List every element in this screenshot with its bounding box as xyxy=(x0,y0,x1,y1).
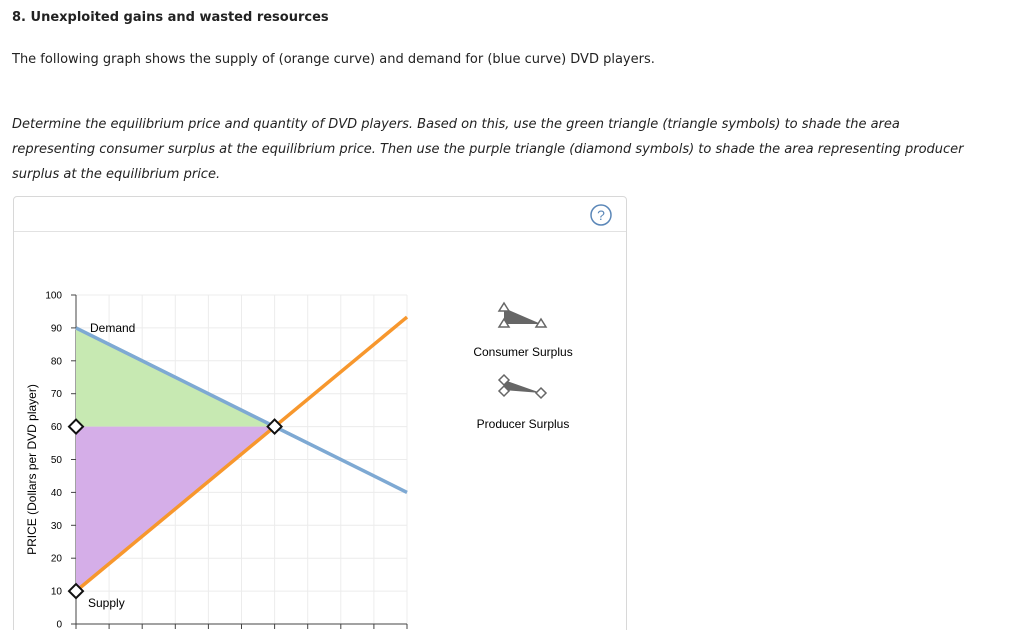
supply-demand-curve xyxy=(74,315,409,593)
tool-marker xyxy=(497,301,511,312)
y-tick-label: 100 xyxy=(45,291,62,302)
tool-label: Producer Surplus xyxy=(477,417,570,431)
surplus-vertex xyxy=(67,582,85,600)
question-title: 8. Unexploited gains and wasted resource… xyxy=(12,10,329,25)
surplus-vertex xyxy=(67,418,85,436)
intro-text: The following graph shows the supply of … xyxy=(12,52,655,67)
y-tick-label: 80 xyxy=(51,356,63,367)
tool-marker xyxy=(534,386,548,400)
y-tick-label: 90 xyxy=(51,323,63,334)
y-tick-label: 10 xyxy=(51,587,63,598)
y-axis-label: PRICE (Dollars per DVD player) xyxy=(25,384,39,555)
tool-marker xyxy=(497,317,511,328)
y-tick-label: 50 xyxy=(51,455,63,466)
help-button[interactable] xyxy=(590,204,612,226)
help-icon[interactable]: ? xyxy=(597,207,605,223)
y-tick-label: 70 xyxy=(51,389,63,400)
diamond-tool[interactable] xyxy=(497,373,548,400)
triangle-tool[interactable] xyxy=(497,301,548,328)
supply-demand-curve xyxy=(75,326,408,494)
tool-marker xyxy=(534,317,548,328)
tool-shape xyxy=(504,308,541,324)
panel-divider xyxy=(14,231,626,232)
y-tick-label: 60 xyxy=(51,422,63,433)
graph-panel xyxy=(13,196,627,630)
y-tick-label: 30 xyxy=(51,521,63,532)
surplus-vertex xyxy=(266,418,284,436)
tool-label: Consumer Surplus xyxy=(473,345,572,359)
y-tick-label: 0 xyxy=(56,620,62,630)
tool-shape xyxy=(504,380,541,393)
y-tick-label: 40 xyxy=(51,488,63,499)
curve-label: Demand xyxy=(90,321,135,335)
y-tick-label: 20 xyxy=(51,554,63,565)
plot: 0 10 20 30 40 50 60 70 80 90 100 PRICE (Dollars per… xyxy=(25,291,573,630)
curve-label: Supply xyxy=(88,596,125,610)
instructions: Determine the equilibrium price and quan… xyxy=(12,117,964,182)
tool-marker xyxy=(497,384,511,398)
